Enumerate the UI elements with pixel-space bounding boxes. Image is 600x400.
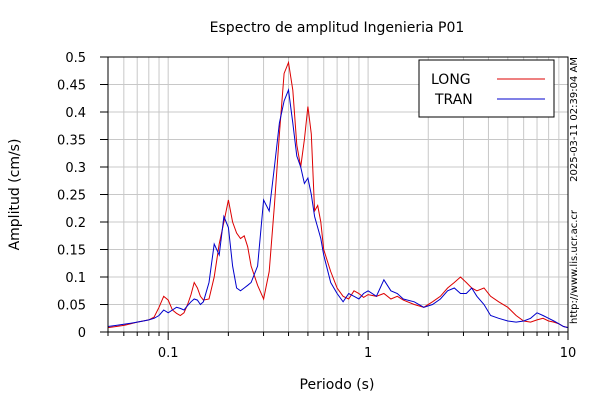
x-axis-label: Periodo (s)	[300, 377, 375, 393]
timestamp-label: 2025-03-11 02:39:04 AM	[569, 57, 580, 182]
x-axis-ticks: 0.1 1 10	[107, 332, 577, 361]
series-lines	[107, 60, 569, 329]
y-tick-label: 0.25	[57, 189, 86, 204]
y-tick-label: 0.2	[65, 216, 86, 231]
y-tick-label: 0.3	[65, 161, 86, 176]
legend: LONG TRAN	[418, 59, 555, 118]
x-tick-label: 10	[560, 346, 577, 361]
y-tick-label: 0	[78, 326, 86, 341]
y-tick-label: 0.15	[57, 244, 86, 259]
legend-label-tran: TRAN	[434, 92, 473, 108]
y-tick-label: 0.05	[57, 299, 86, 314]
y-axis-label: Amplitud (cm/s)	[7, 139, 23, 251]
y-tick-label: 0.4	[65, 106, 86, 121]
legend-box	[418, 59, 555, 118]
series-line-long	[107, 60, 569, 329]
chart-title: Espectro de amplitud Ingenieria P01	[210, 20, 465, 36]
y-tick-label: 0.1	[65, 271, 86, 286]
y-tick-label: 0.5	[65, 51, 86, 66]
source-url-label: http://www.lis.ucr.ac.cr	[569, 209, 580, 324]
y-axis-ticks: 0 0.05 0.1 0.15 0.2 0.25 0.3 0.35 0.4 0.45 0.5	[57, 51, 108, 341]
y-tick-label: 0.45	[57, 79, 86, 94]
y-tick-label: 0.35	[57, 134, 86, 149]
legend-label-long: LONG	[431, 72, 471, 88]
series-line-tran	[107, 88, 569, 329]
x-tick-label: 0.1	[158, 346, 179, 361]
x-tick-label: 1	[364, 346, 372, 361]
